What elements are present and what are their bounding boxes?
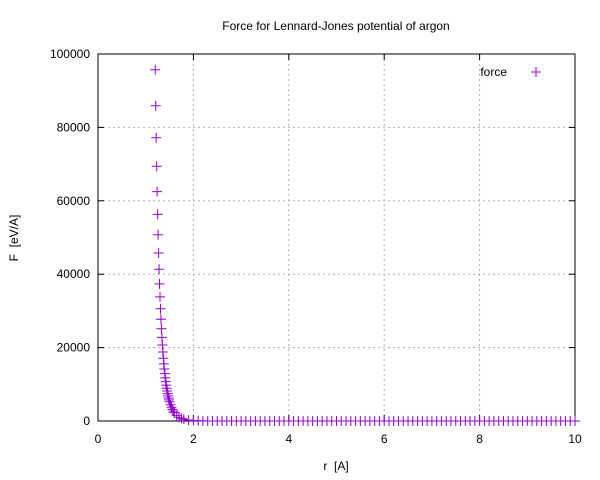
data-point bbox=[156, 323, 167, 334]
data-point bbox=[155, 303, 166, 314]
y-tick-label: 20000 bbox=[57, 341, 91, 355]
y-tick-label: 60000 bbox=[57, 194, 91, 208]
data-point bbox=[169, 407, 180, 418]
data-point bbox=[176, 413, 187, 424]
legend-label: force bbox=[480, 65, 507, 79]
data-point bbox=[150, 100, 161, 111]
y-tick-label: 0 bbox=[83, 414, 90, 428]
data-point bbox=[153, 229, 164, 240]
x-tick-label: 10 bbox=[568, 432, 582, 446]
y-tick-label: 80000 bbox=[57, 120, 91, 134]
data-point bbox=[174, 412, 185, 423]
x-axis-label: r [A] bbox=[323, 459, 348, 473]
x-tick-label: 8 bbox=[476, 432, 483, 446]
data-point bbox=[150, 64, 161, 75]
x-tick-label: 6 bbox=[381, 432, 388, 446]
data-point bbox=[154, 264, 165, 275]
y-tick-label: 40000 bbox=[57, 267, 91, 281]
data-point bbox=[166, 402, 177, 413]
x-tick-label: 0 bbox=[95, 432, 102, 446]
data-point bbox=[152, 186, 163, 197]
y-axis-label: F [eV/A] bbox=[7, 215, 21, 262]
data-point bbox=[178, 414, 189, 425]
plot-frame bbox=[97, 53, 576, 422]
data-point bbox=[155, 291, 166, 302]
y-tick-label: 100000 bbox=[50, 47, 90, 61]
x-tick-label: 4 bbox=[285, 432, 292, 446]
data-point bbox=[165, 399, 176, 410]
legend-marker bbox=[531, 67, 541, 77]
data-point bbox=[155, 314, 166, 325]
data-point bbox=[154, 278, 165, 289]
data-point bbox=[153, 247, 164, 258]
data-point bbox=[152, 209, 163, 220]
data-point bbox=[570, 416, 580, 426]
x-tick-label: 2 bbox=[190, 432, 197, 446]
data-point bbox=[151, 161, 162, 172]
data-point bbox=[151, 132, 162, 143]
chart-title: Force for Lennard-Jones potential of arg… bbox=[222, 19, 449, 33]
